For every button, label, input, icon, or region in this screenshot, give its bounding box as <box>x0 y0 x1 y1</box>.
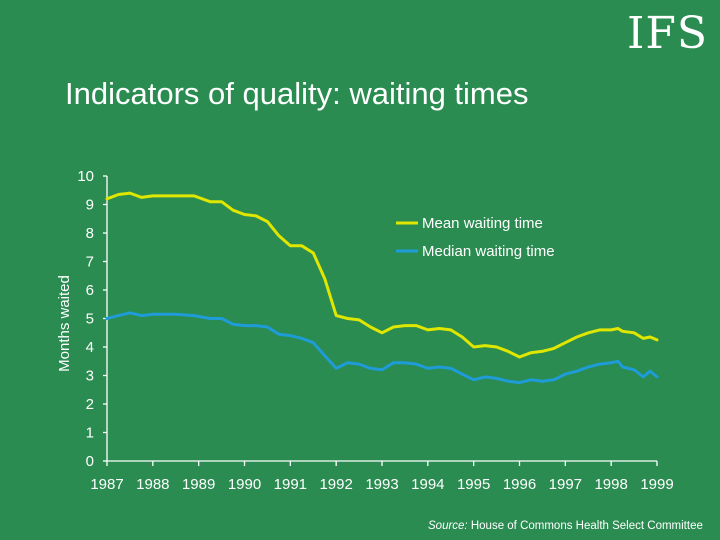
mean-waiting-time-line <box>105 191 659 359</box>
y-tick-label: 0 <box>86 453 94 470</box>
x-tick-label: 1995 <box>457 476 490 493</box>
median-waiting-time-line <box>105 311 659 385</box>
y-tick-label: 9 <box>86 197 94 214</box>
y-tick-label: 5 <box>86 311 94 328</box>
x-tick-label: 1990 <box>228 476 261 493</box>
x-tick-label: 1992 <box>319 476 352 493</box>
y-tick-label: 4 <box>86 339 94 356</box>
source-label: Source: <box>428 520 468 532</box>
x-tick-label: 1994 <box>411 476 444 493</box>
y-tick-label: 2 <box>86 396 94 413</box>
x-tick-label: 1999 <box>640 476 673 493</box>
source-note: Source: House of Commons Health Select C… <box>428 520 703 532</box>
y-tick-label: 7 <box>86 254 94 271</box>
x-tick-label: 1993 <box>365 476 398 493</box>
x-tick-label: 1991 <box>274 476 307 493</box>
chart-legend: Mean waiting time Median waiting time <box>396 215 555 260</box>
y-tick-label: 3 <box>86 368 94 385</box>
x-tick-label: 1996 <box>503 476 536 493</box>
chart-series <box>105 191 659 385</box>
y-tick-label: 10 <box>77 168 94 185</box>
chart-axes: 0 1 2 3 4 5 6 7 8 9 10 1987 1988 1989 1990 1991 1992 1993… <box>77 168 673 493</box>
y-tick-label: 8 <box>86 225 94 242</box>
y-tick-label: 1 <box>86 425 94 442</box>
source-text: House of Commons Health Select Committee <box>470 520 703 532</box>
slide-title: Indicators of quality: waiting times <box>65 76 529 111</box>
legend-label-mean: Mean waiting time <box>422 215 543 232</box>
x-tick-label: 1988 <box>136 476 169 493</box>
x-tick-label: 1998 <box>594 476 627 493</box>
y-tick-label: 6 <box>86 282 94 299</box>
ifs-logo: IFS <box>626 8 708 59</box>
y-axis-title: Months waited <box>56 275 73 372</box>
x-tick-label: 1997 <box>549 476 582 493</box>
x-tick-label: 1987 <box>90 476 123 493</box>
legend-label-median: Median waiting time <box>422 243 555 260</box>
x-tick-label: 1989 <box>182 476 215 493</box>
